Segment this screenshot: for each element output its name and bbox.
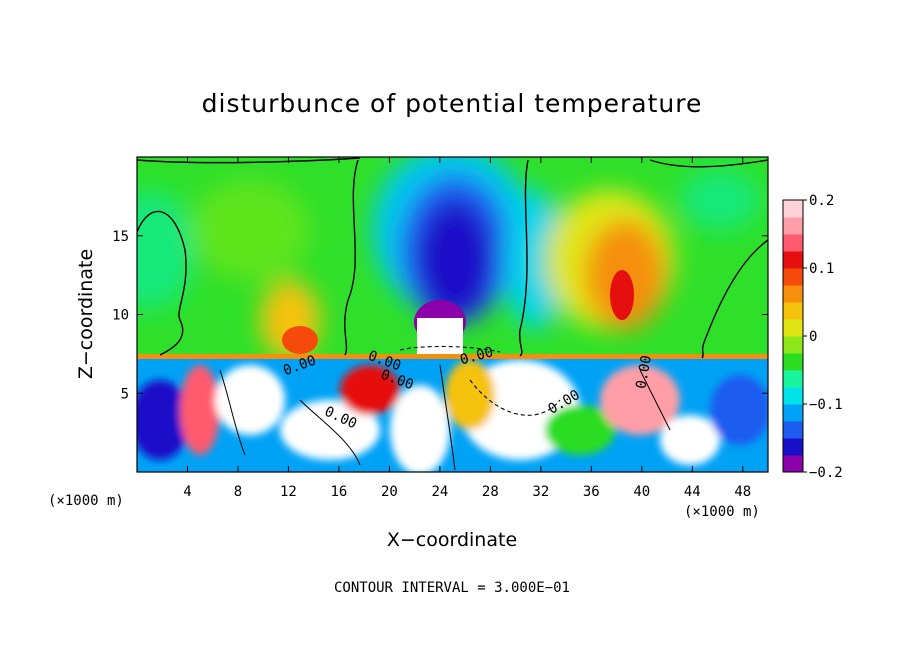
x-tick-label: 48: [734, 484, 751, 500]
x-tick-label: 12: [280, 484, 297, 500]
chart-title: disturbunce of potential temperature: [202, 89, 703, 118]
y-tick-label: 10: [112, 308, 129, 324]
colorbar-swatch: [783, 336, 803, 354]
y-tick-label: 5: [121, 386, 129, 402]
y-axis-label: Z−coordinate: [75, 249, 97, 379]
colorbar-swatch: [783, 268, 803, 286]
colorbar-tick-label: 0.1: [809, 261, 834, 277]
colorbar-swatch: [783, 251, 803, 269]
x-unit-label: (×1000 m): [684, 504, 760, 520]
colorbar: 0.2 0.1 0 −0.1 −0.2: [782, 193, 843, 481]
colorbar-swatch: [783, 421, 803, 439]
colorbar-swatch: [783, 302, 803, 320]
x-tick-label: 44: [684, 484, 701, 500]
colorbar-swatch: [783, 455, 803, 473]
x-tick-label: 28: [482, 484, 499, 500]
x-axis: 4 8 12 16 20 24 28 32 36 40 44 48: [183, 157, 751, 500]
plot-area: 0.00 0.000.000.000.000.000.00: [136, 156, 769, 473]
x-tick-label: 20: [381, 484, 398, 500]
colorbar-swatch: [783, 234, 803, 252]
x-axis-label: X−coordinate: [387, 529, 517, 551]
colorbar-swatch: [783, 370, 803, 388]
colorbar-tick-label: −0.1: [809, 397, 843, 413]
y-axis: 5 10 15: [112, 229, 768, 402]
colorbar-swatch: [783, 353, 803, 371]
contour-label: 0.00: [633, 354, 655, 390]
colorbar-swatch: [783, 285, 803, 303]
x-tick-label: 24: [431, 484, 448, 500]
colorbar-swatch: [783, 404, 803, 422]
x-tick-label: 32: [532, 484, 549, 500]
colorbar-tick-label: 0.2: [809, 193, 834, 209]
colorbar-tick-label: −0.2: [809, 465, 843, 481]
colorbar-tick-label: 0: [809, 329, 817, 345]
colorbar-swatch: [783, 387, 803, 405]
colorbar-swatch: [783, 438, 803, 456]
x-tick-label: 16: [330, 484, 347, 500]
shaded-field: [137, 157, 768, 472]
x-tick-label: 36: [583, 484, 600, 500]
colorbar-swatch: [783, 217, 803, 235]
y-tick-label: 15: [112, 229, 129, 245]
x-tick-label: 8: [234, 484, 242, 500]
colorbar-swatch: [783, 319, 803, 337]
z-unit-label: (×1000 m): [48, 493, 124, 509]
contour-interval-note: CONTOUR INTERVAL = 3.000E−01: [334, 580, 570, 596]
colorbar-swatch: [783, 200, 803, 218]
x-tick-label: 40: [633, 484, 650, 500]
x-tick-label: 4: [183, 484, 191, 500]
